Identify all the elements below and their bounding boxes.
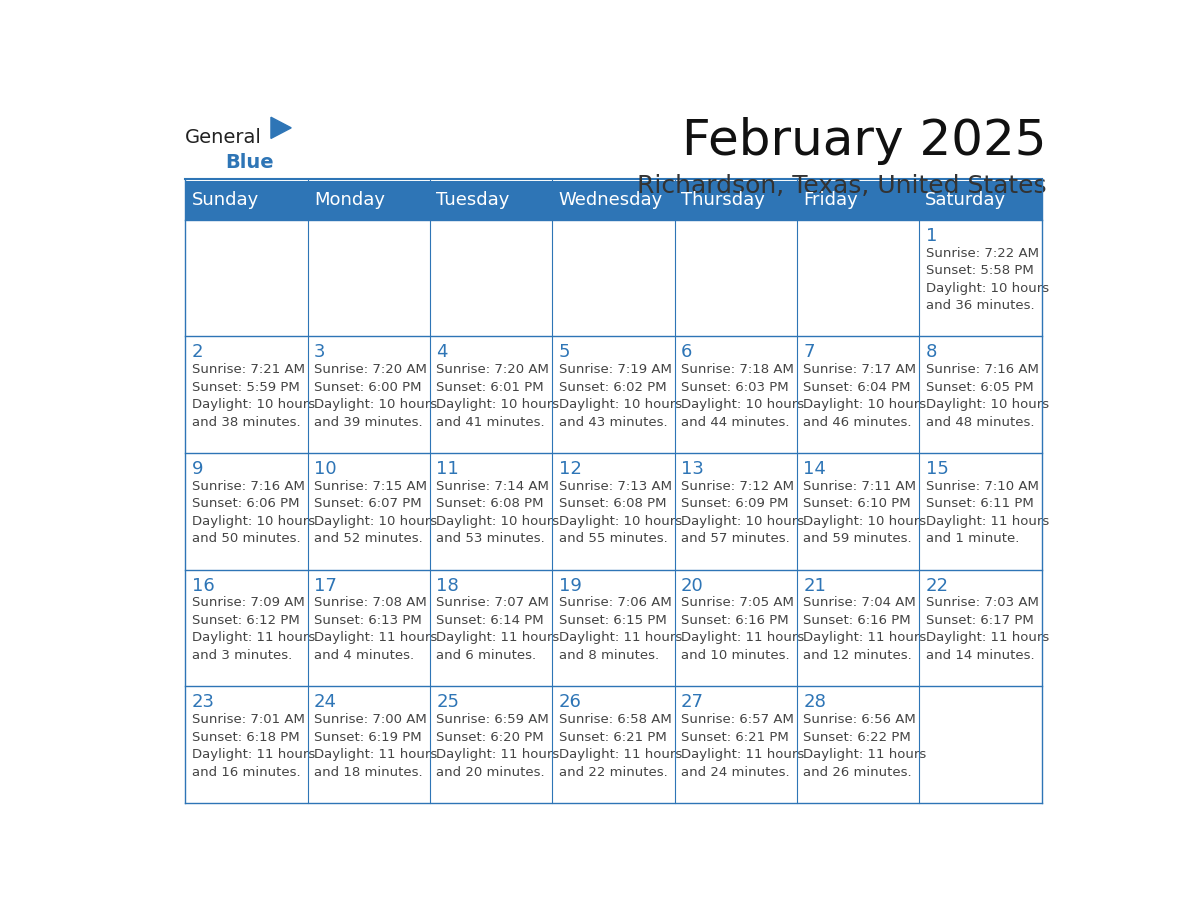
Text: Sunrise: 6:56 AM
Sunset: 6:22 PM
Daylight: 11 hours
and 26 minutes.: Sunrise: 6:56 AM Sunset: 6:22 PM Dayligh… (803, 713, 927, 778)
Text: Sunrise: 7:06 AM
Sunset: 6:15 PM
Daylight: 11 hours
and 8 minutes.: Sunrise: 7:06 AM Sunset: 6:15 PM Dayligh… (558, 597, 682, 662)
Text: 16: 16 (191, 577, 215, 595)
Text: 19: 19 (558, 577, 582, 595)
Text: 15: 15 (925, 460, 948, 478)
Text: Sunday: Sunday (191, 191, 259, 209)
Text: 27: 27 (681, 693, 704, 711)
Text: Sunrise: 7:00 AM
Sunset: 6:19 PM
Daylight: 11 hours
and 18 minutes.: Sunrise: 7:00 AM Sunset: 6:19 PM Dayligh… (314, 713, 437, 778)
Text: Sunrise: 7:07 AM
Sunset: 6:14 PM
Daylight: 11 hours
and 6 minutes.: Sunrise: 7:07 AM Sunset: 6:14 PM Dayligh… (436, 597, 560, 662)
Text: Sunrise: 7:14 AM
Sunset: 6:08 PM
Daylight: 10 hours
and 53 minutes.: Sunrise: 7:14 AM Sunset: 6:08 PM Dayligh… (436, 480, 560, 545)
Bar (552, 181, 675, 219)
Text: Sunrise: 7:20 AM
Sunset: 6:00 PM
Daylight: 10 hours
and 39 minutes.: Sunrise: 7:20 AM Sunset: 6:00 PM Dayligh… (314, 364, 437, 429)
Text: Sunrise: 7:11 AM
Sunset: 6:10 PM
Daylight: 10 hours
and 59 minutes.: Sunrise: 7:11 AM Sunset: 6:10 PM Dayligh… (803, 480, 927, 545)
Text: Sunrise: 7:15 AM
Sunset: 6:07 PM
Daylight: 10 hours
and 52 minutes.: Sunrise: 7:15 AM Sunset: 6:07 PM Dayligh… (314, 480, 437, 545)
Text: 28: 28 (803, 693, 827, 711)
Text: Sunrise: 7:17 AM
Sunset: 6:04 PM
Daylight: 10 hours
and 46 minutes.: Sunrise: 7:17 AM Sunset: 6:04 PM Dayligh… (803, 364, 927, 429)
Bar (920, 181, 1042, 219)
Text: Friday: Friday (803, 191, 858, 209)
Text: Sunrise: 7:21 AM
Sunset: 5:59 PM
Daylight: 10 hours
and 38 minutes.: Sunrise: 7:21 AM Sunset: 5:59 PM Dayligh… (191, 364, 315, 429)
Text: Richardson, Texas, United States: Richardson, Texas, United States (637, 174, 1047, 197)
Bar (797, 181, 920, 219)
Text: Sunrise: 7:09 AM
Sunset: 6:12 PM
Daylight: 11 hours
and 3 minutes.: Sunrise: 7:09 AM Sunset: 6:12 PM Dayligh… (191, 597, 315, 662)
Text: 21: 21 (803, 577, 827, 595)
Text: 18: 18 (436, 577, 460, 595)
Text: 2: 2 (191, 343, 203, 362)
Text: Saturday: Saturday (925, 191, 1006, 209)
Polygon shape (271, 118, 291, 139)
Text: Sunrise: 6:58 AM
Sunset: 6:21 PM
Daylight: 11 hours
and 22 minutes.: Sunrise: 6:58 AM Sunset: 6:21 PM Dayligh… (558, 713, 682, 778)
Text: Wednesday: Wednesday (558, 191, 663, 209)
Text: Sunrise: 7:04 AM
Sunset: 6:16 PM
Daylight: 11 hours
and 12 minutes.: Sunrise: 7:04 AM Sunset: 6:16 PM Dayligh… (803, 597, 927, 662)
Text: Sunrise: 7:05 AM
Sunset: 6:16 PM
Daylight: 11 hours
and 10 minutes.: Sunrise: 7:05 AM Sunset: 6:16 PM Dayligh… (681, 597, 804, 662)
Text: 1: 1 (925, 227, 937, 245)
Text: Sunrise: 7:10 AM
Sunset: 6:11 PM
Daylight: 11 hours
and 1 minute.: Sunrise: 7:10 AM Sunset: 6:11 PM Dayligh… (925, 480, 1049, 545)
Text: 24: 24 (314, 693, 337, 711)
Text: 4: 4 (436, 343, 448, 362)
Text: 12: 12 (558, 460, 582, 478)
Text: 13: 13 (681, 460, 704, 478)
Text: Tuesday: Tuesday (436, 191, 510, 209)
Text: February 2025: February 2025 (682, 118, 1047, 165)
Text: 3: 3 (314, 343, 326, 362)
Bar (308, 181, 430, 219)
Text: 8: 8 (925, 343, 937, 362)
Text: 20: 20 (681, 577, 703, 595)
Text: Sunrise: 7:20 AM
Sunset: 6:01 PM
Daylight: 10 hours
and 41 minutes.: Sunrise: 7:20 AM Sunset: 6:01 PM Dayligh… (436, 364, 560, 429)
Text: Sunrise: 7:19 AM
Sunset: 6:02 PM
Daylight: 10 hours
and 43 minutes.: Sunrise: 7:19 AM Sunset: 6:02 PM Dayligh… (558, 364, 682, 429)
Text: 26: 26 (558, 693, 582, 711)
Text: Sunrise: 7:01 AM
Sunset: 6:18 PM
Daylight: 11 hours
and 16 minutes.: Sunrise: 7:01 AM Sunset: 6:18 PM Dayligh… (191, 713, 315, 778)
Text: 14: 14 (803, 460, 827, 478)
Text: 9: 9 (191, 460, 203, 478)
Text: 25: 25 (436, 693, 460, 711)
Text: Sunrise: 6:57 AM
Sunset: 6:21 PM
Daylight: 11 hours
and 24 minutes.: Sunrise: 6:57 AM Sunset: 6:21 PM Dayligh… (681, 713, 804, 778)
Text: 23: 23 (191, 693, 215, 711)
Bar (185, 181, 308, 219)
Text: Sunrise: 7:08 AM
Sunset: 6:13 PM
Daylight: 11 hours
and 4 minutes.: Sunrise: 7:08 AM Sunset: 6:13 PM Dayligh… (314, 597, 437, 662)
Text: Thursday: Thursday (681, 191, 765, 209)
Text: 22: 22 (925, 577, 949, 595)
Bar (675, 181, 797, 219)
Text: Blue: Blue (225, 152, 273, 172)
Text: 17: 17 (314, 577, 337, 595)
Text: Sunrise: 7:16 AM
Sunset: 6:05 PM
Daylight: 10 hours
and 48 minutes.: Sunrise: 7:16 AM Sunset: 6:05 PM Dayligh… (925, 364, 1049, 429)
Bar (430, 181, 552, 219)
Text: Monday: Monday (314, 191, 385, 209)
Text: 6: 6 (681, 343, 693, 362)
Text: Sunrise: 7:18 AM
Sunset: 6:03 PM
Daylight: 10 hours
and 44 minutes.: Sunrise: 7:18 AM Sunset: 6:03 PM Dayligh… (681, 364, 804, 429)
Text: Sunrise: 7:03 AM
Sunset: 6:17 PM
Daylight: 11 hours
and 14 minutes.: Sunrise: 7:03 AM Sunset: 6:17 PM Dayligh… (925, 597, 1049, 662)
Text: General: General (185, 128, 263, 147)
Text: 10: 10 (314, 460, 336, 478)
Text: Sunrise: 7:22 AM
Sunset: 5:58 PM
Daylight: 10 hours
and 36 minutes.: Sunrise: 7:22 AM Sunset: 5:58 PM Dayligh… (925, 247, 1049, 312)
Text: Sunrise: 6:59 AM
Sunset: 6:20 PM
Daylight: 11 hours
and 20 minutes.: Sunrise: 6:59 AM Sunset: 6:20 PM Dayligh… (436, 713, 560, 778)
Text: 11: 11 (436, 460, 460, 478)
Text: 5: 5 (558, 343, 570, 362)
Text: 7: 7 (803, 343, 815, 362)
Text: Sunrise: 7:12 AM
Sunset: 6:09 PM
Daylight: 10 hours
and 57 minutes.: Sunrise: 7:12 AM Sunset: 6:09 PM Dayligh… (681, 480, 804, 545)
Text: Sunrise: 7:13 AM
Sunset: 6:08 PM
Daylight: 10 hours
and 55 minutes.: Sunrise: 7:13 AM Sunset: 6:08 PM Dayligh… (558, 480, 682, 545)
Text: Sunrise: 7:16 AM
Sunset: 6:06 PM
Daylight: 10 hours
and 50 minutes.: Sunrise: 7:16 AM Sunset: 6:06 PM Dayligh… (191, 480, 315, 545)
